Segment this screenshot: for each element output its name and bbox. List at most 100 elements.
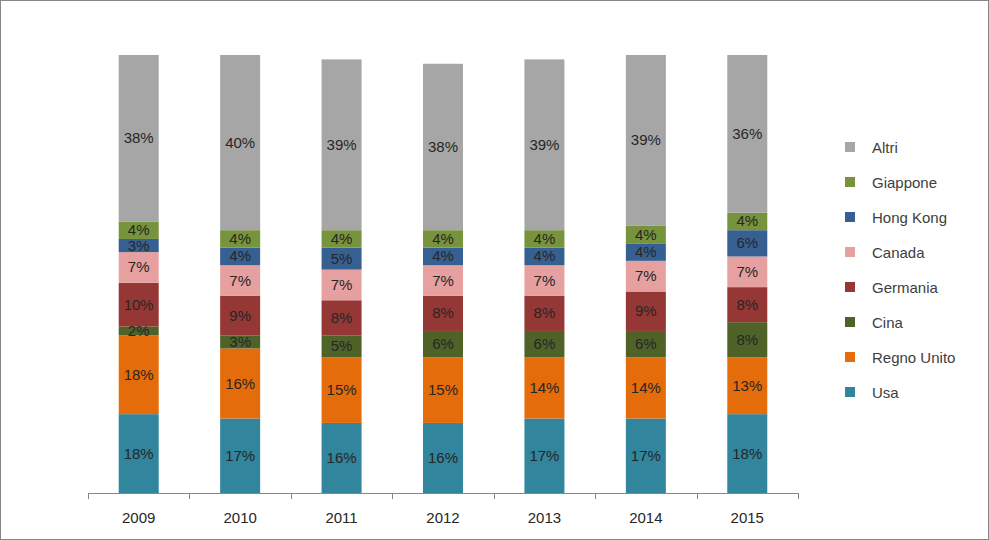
bar-segment (220, 265, 260, 296)
bar-segment (423, 64, 463, 230)
bar-segment (626, 261, 666, 292)
data-label: 7% (736, 263, 758, 280)
chart: 18%17%16%16%17%17%18%18%16%15%15%14%14%1… (0, 0, 989, 540)
category-separator (392, 493, 393, 499)
bar-segment (626, 292, 666, 331)
data-label: 6% (736, 234, 758, 251)
bar-segment (524, 59, 564, 230)
data-label: 17% (225, 447, 255, 464)
legend-swatch (845, 212, 855, 222)
legend-label: Hong Kong (872, 209, 947, 226)
data-label: 17% (529, 447, 559, 464)
legend-label: Usa (872, 384, 899, 401)
data-label: 2% (128, 322, 150, 339)
bar-segment (322, 357, 362, 423)
legend-label: Altri (872, 139, 898, 156)
bar-segment (322, 423, 362, 493)
bar-segment (423, 331, 463, 357)
legend-swatch (845, 317, 855, 327)
data-label: 18% (124, 366, 154, 383)
data-label: 4% (229, 247, 251, 264)
data-label: 8% (534, 304, 556, 321)
bar-segment (220, 419, 260, 493)
data-label: 4% (128, 221, 150, 238)
x-tick-label: 2009 (122, 509, 155, 526)
data-label: 16% (428, 449, 458, 466)
bar-segment (727, 213, 767, 231)
data-label: 4% (635, 226, 657, 243)
bar-segment (119, 221, 159, 239)
bar-segment (322, 300, 362, 335)
data-label: 15% (428, 381, 458, 398)
legend-label: Giappone (872, 174, 937, 191)
data-label: 18% (124, 445, 154, 462)
legend-label: Germania (872, 279, 939, 296)
bar-segment (220, 55, 260, 230)
x-tick-label: 2015 (731, 509, 764, 526)
bar-segment (322, 248, 362, 270)
bar-segment (423, 357, 463, 423)
x-tick-label: 2012 (426, 509, 459, 526)
bar-segment (524, 265, 564, 296)
bar-segment (524, 248, 564, 266)
chart-border (1, 1, 989, 540)
data-label: 13% (732, 377, 762, 394)
bar-segment (626, 331, 666, 357)
data-label: 7% (432, 272, 454, 289)
x-tick-label: 2013 (528, 509, 561, 526)
data-label: 5% (331, 337, 353, 354)
data-label: 36% (732, 125, 762, 142)
bar-segment (322, 335, 362, 357)
bar-segment (119, 414, 159, 493)
data-label: 6% (534, 335, 556, 352)
x-tick-label: 2010 (223, 509, 256, 526)
data-label: 8% (432, 304, 454, 321)
bar-segment (423, 265, 463, 296)
bar-segment (119, 283, 159, 327)
category-separator (189, 493, 190, 499)
bar-segment (524, 419, 564, 493)
data-label: 4% (635, 243, 657, 260)
legend-swatch (845, 282, 855, 292)
bar-segment (220, 248, 260, 266)
legend-label: Cina (872, 314, 904, 331)
data-label: 39% (529, 136, 559, 153)
bar-segment (727, 414, 767, 493)
data-labels: 18%17%16%16%17%17%18%18%16%15%15%14%14%1… (124, 125, 763, 466)
legend-swatch (845, 142, 855, 152)
data-label: 18% (732, 445, 762, 462)
data-label: 15% (327, 381, 357, 398)
data-label: 16% (225, 375, 255, 392)
data-label: 6% (635, 335, 657, 352)
category-separator (291, 493, 292, 499)
data-label: 4% (736, 212, 758, 229)
data-label: 7% (128, 258, 150, 275)
data-label: 17% (631, 447, 661, 464)
data-label: 39% (327, 136, 357, 153)
bar-segment (119, 55, 159, 221)
x-tick-label: 2014 (629, 509, 662, 526)
data-label: 9% (229, 307, 251, 324)
bar-segment (322, 270, 362, 301)
data-label: 16% (327, 449, 357, 466)
x-tick-label: 2011 (325, 509, 357, 526)
data-label: 7% (534, 272, 556, 289)
bar-segment (423, 423, 463, 493)
bar-segment (423, 296, 463, 331)
data-label: 8% (736, 331, 758, 348)
data-label: 38% (428, 138, 458, 155)
data-label: 40% (225, 134, 255, 151)
legend: Altri Giappone Hong Kong Canada Germania Cina… (845, 139, 955, 401)
data-label: 7% (331, 276, 353, 293)
category-separator (595, 493, 596, 499)
legend-label: Canada (872, 244, 925, 261)
category-separator (798, 493, 799, 499)
bar-segment (626, 357, 666, 418)
bar-segment (524, 331, 564, 357)
data-label: 4% (432, 230, 454, 247)
data-label: 39% (631, 131, 661, 148)
bars (119, 55, 768, 493)
bar-segment (423, 248, 463, 266)
data-label: 38% (124, 129, 154, 146)
legend-swatch (845, 247, 855, 257)
